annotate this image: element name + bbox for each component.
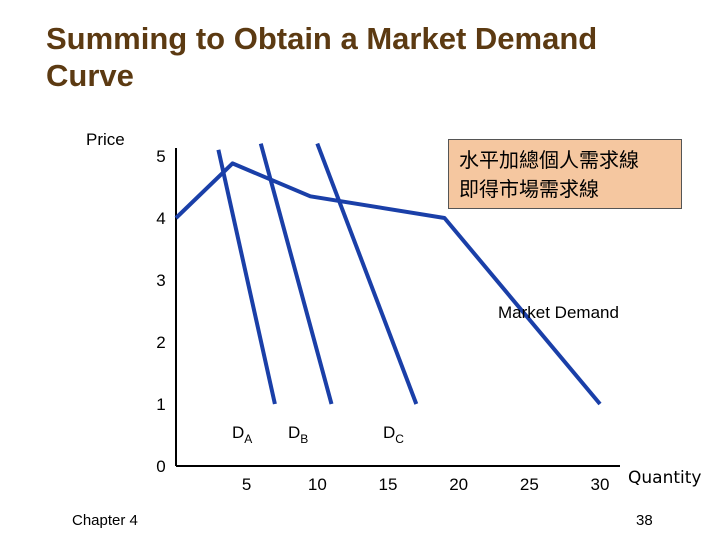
footer-chapter: Chapter 4 [72, 512, 138, 529]
market-demand-label: Market Demand [498, 303, 619, 322]
demand-curve-3 [315, 142, 419, 405]
y-tick-label: 3 [156, 271, 165, 290]
x-tick-label: 20 [449, 475, 468, 494]
x-tick-label: 10 [308, 475, 327, 494]
x-tick-label: 30 [591, 475, 610, 494]
series-label: DB [288, 423, 308, 446]
x-tick-label: 5 [242, 475, 251, 494]
annotation-box: 水平加總個人需求線 即得市場需求線 [448, 139, 682, 209]
series-label: DA [232, 423, 252, 446]
x-tick-label: 15 [379, 475, 398, 494]
demand-curve-1 [216, 149, 277, 405]
y-tick-label: 5 [156, 147, 165, 166]
page-number: 38 [636, 512, 653, 529]
annotation-line-1: 水平加總個人需求線 [459, 148, 639, 172]
x-tick-label: 25 [520, 475, 539, 494]
y-tick-label: 0 [156, 457, 165, 476]
annotation-line-2: 即得市場需求線 [459, 177, 599, 201]
y-tick-label: 2 [156, 333, 165, 352]
y-axis-label: Price [86, 130, 125, 149]
demand-curve-2 [258, 143, 334, 405]
slide-title: Summing to Obtain a Market Demand Curve [46, 21, 598, 93]
series-label: DC [383, 423, 404, 446]
demand-curve-4 [174, 161, 602, 406]
y-tick-label: 1 [156, 395, 165, 414]
y-tick-label: 4 [156, 209, 165, 228]
x-axis-label: Quantity [628, 468, 702, 488]
